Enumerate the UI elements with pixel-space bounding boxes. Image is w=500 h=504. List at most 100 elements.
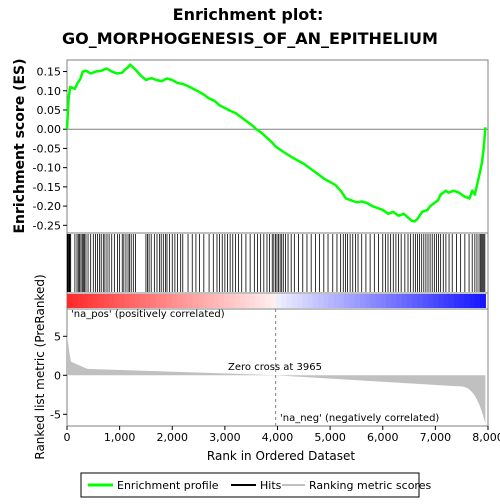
colorbar-segment xyxy=(67,294,73,308)
colorbar-segment xyxy=(402,294,408,308)
es-axis-label: Enrichment score (ES) xyxy=(12,58,28,233)
colorbar-segment xyxy=(412,294,418,308)
x-tick-label: 6,000 xyxy=(367,431,399,444)
colorbar-segment xyxy=(423,294,429,308)
colorbar-segment xyxy=(119,294,125,308)
colorbar-segment xyxy=(339,294,345,308)
colorbar-segment xyxy=(260,294,266,308)
colorbar-segment xyxy=(308,294,314,308)
rank-tick-label: 5 xyxy=(54,330,61,343)
colorbar-segment xyxy=(125,294,131,308)
legend-es-label: Enrichment profile xyxy=(117,479,219,492)
x-axis: 0 1,000 2,000 3,000 4,000 5,000 6,000 7,000 8,00… xyxy=(64,426,500,444)
hits-panel xyxy=(67,233,488,293)
colorbar-segment xyxy=(213,294,219,308)
colorbar-segment xyxy=(93,294,99,308)
colorbar-segment xyxy=(365,294,371,308)
es-y-axis: 0.150.100.050.00-0.05-0.10-0.15-0.20-0.2… xyxy=(33,66,67,233)
colorbar-segment xyxy=(376,294,382,308)
colorbar-segment xyxy=(166,294,172,308)
x-tick-label: 8,000 xyxy=(472,431,500,444)
colorbar-segment xyxy=(240,294,246,308)
colorbar-segment xyxy=(417,294,423,308)
x-tick-label: 4,000 xyxy=(262,431,294,444)
colorbar-segment xyxy=(182,294,188,308)
rank-axis-label: Ranked list metric (PreRanked) xyxy=(33,274,47,459)
colorbar-segment xyxy=(349,294,355,308)
colorbar-segment xyxy=(140,294,146,308)
x-tick-label: 3,000 xyxy=(209,431,241,444)
colorbar-segment xyxy=(187,294,193,308)
colorbar-segment xyxy=(193,294,199,308)
colorbar-segment xyxy=(459,294,465,308)
es-tick-label: -0.20 xyxy=(33,200,61,213)
colorbar-segment xyxy=(145,294,151,308)
es-tick-label: 0.15 xyxy=(37,66,62,79)
colorbar-segment xyxy=(449,294,455,308)
colorbar-segment xyxy=(271,294,277,308)
colorbar-segment xyxy=(135,294,141,308)
colorbar-segment xyxy=(444,294,450,308)
x-tick-label: 5,000 xyxy=(314,431,346,444)
x-tick-label: 1,000 xyxy=(104,431,136,444)
colorbar-segment xyxy=(255,294,261,308)
colorbar-segment xyxy=(470,294,476,308)
colorbar-segment xyxy=(292,294,298,308)
colorbar-segment xyxy=(381,294,387,308)
colorbar-segment xyxy=(313,294,319,308)
colorbar-segment xyxy=(297,294,303,308)
colorbar-segment xyxy=(302,294,308,308)
colorbar-segment xyxy=(433,294,439,308)
colorbar-segment xyxy=(276,294,282,308)
colorbar-segment xyxy=(208,294,214,308)
colorbar-segment xyxy=(224,294,230,308)
colorbar-segment xyxy=(245,294,251,308)
colorbar-segment xyxy=(98,294,104,308)
colorbar-segment xyxy=(234,294,240,308)
colorbar-segment xyxy=(323,294,329,308)
x-axis-label: Rank in Ordered Dataset xyxy=(207,449,355,463)
colorbar-segment xyxy=(428,294,434,308)
colorbar-segment xyxy=(177,294,183,308)
colorbar-segment xyxy=(172,294,178,308)
es-tick-label: -0.25 xyxy=(33,219,61,232)
colorbar-segment xyxy=(438,294,444,308)
colorbar-segment xyxy=(130,294,136,308)
zero-cross-label: Zero cross at 3965 xyxy=(228,362,322,373)
es-tick-label: 0.00 xyxy=(37,123,62,136)
colorbar-segment xyxy=(355,294,361,308)
x-tick-label: 2,000 xyxy=(157,431,189,444)
es-tick-label: 0.05 xyxy=(37,104,62,117)
colorbar-segment xyxy=(88,294,94,308)
colorbar-segment xyxy=(83,294,89,308)
es-tick-label: -0.10 xyxy=(33,162,61,175)
chart-title-line2: GO_MORPHOGENESIS_OF_AN_EPITHELIUM xyxy=(62,29,438,48)
rank-tick-label: -5 xyxy=(50,408,61,421)
colorbar-segment xyxy=(156,294,162,308)
colorbar-segment xyxy=(114,294,120,308)
colorbar-segment xyxy=(72,294,78,308)
pos-correlation-label: 'na_pos' (positively correlated) xyxy=(71,309,225,320)
colorbar-segment xyxy=(391,294,397,308)
colorbar-segment xyxy=(454,294,460,308)
colorbar-segment xyxy=(229,294,235,308)
colorbar-segment xyxy=(386,294,392,308)
x-tick-label: 0 xyxy=(64,431,71,444)
colorbar-segment xyxy=(360,294,366,308)
colorbar-segment xyxy=(104,294,110,308)
legend-rank-label: Ranking metric scores xyxy=(309,479,431,492)
es-tick-label: -0.15 xyxy=(33,181,61,194)
colorbar-segment xyxy=(203,294,209,308)
x-tick-label: 7,000 xyxy=(420,431,452,444)
colorbar-segment xyxy=(77,294,83,308)
colorbar-segment xyxy=(266,294,272,308)
colorbar-segment xyxy=(198,294,204,308)
colorbar-segment xyxy=(109,294,115,308)
neg-correlation-label: 'na_neg' (negatively correlated) xyxy=(280,413,439,424)
colorbar-segment xyxy=(370,294,376,308)
es-tick-label: -0.05 xyxy=(33,142,61,155)
colorbar-segment xyxy=(344,294,350,308)
colorbar-segment xyxy=(396,294,402,308)
